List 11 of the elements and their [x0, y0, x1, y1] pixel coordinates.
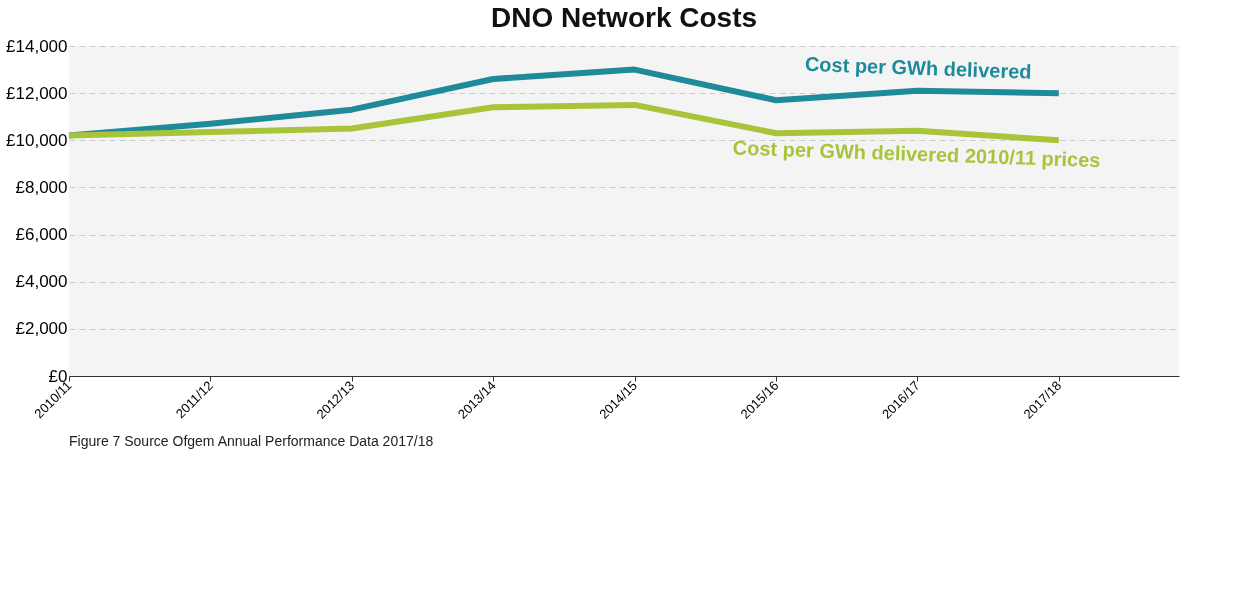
y-tick-label: £12,000 [6, 83, 68, 103]
y-tick-label: £10,000 [6, 130, 68, 150]
chart-title: DNO Network Costs [490, 2, 758, 33]
y-tick-label: £4,000 [15, 272, 68, 292]
y-tick-label: £2,000 [15, 319, 68, 339]
series-label: Cost per GWh delivered [804, 52, 1032, 83]
y-tick-label: £6,000 [15, 225, 68, 245]
caption: Figure 7 Source Ofgem Annual Performance Data 2017/18 [69, 433, 434, 449]
y-tick-label: £14,000 [6, 36, 68, 56]
y-tick-label: £8,000 [15, 177, 68, 197]
series-label: Cost per GWh delivered 2010/11 prices [732, 136, 1101, 172]
